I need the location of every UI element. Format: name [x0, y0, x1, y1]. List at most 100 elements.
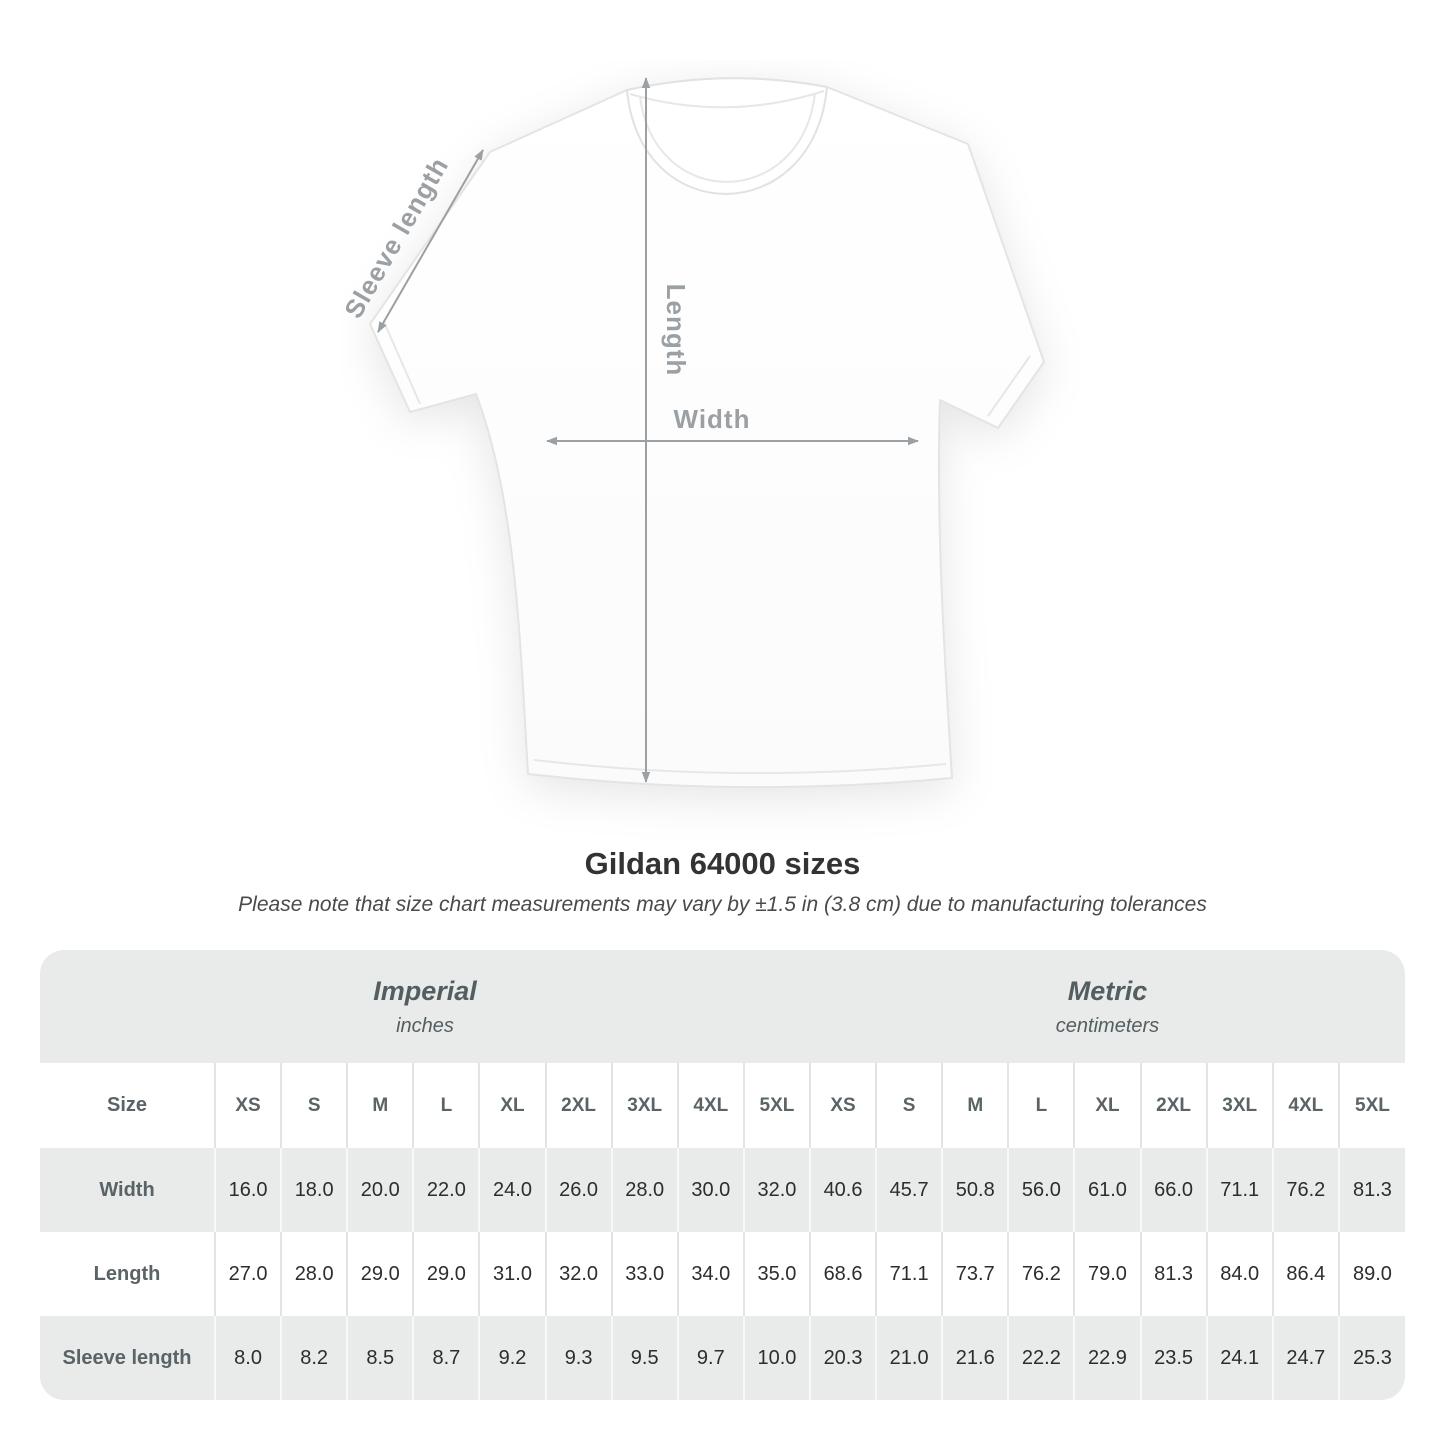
- value-cell: 29.0: [346, 1232, 414, 1316]
- tshirt-collar-inner: [639, 92, 816, 183]
- value-cell: 68.6: [808, 1232, 877, 1316]
- size-table: Imperial inches Metric centimeters Size …: [40, 950, 1405, 1400]
- length-row: Length 27.0 28.0 29.0 29.0 31.0 32.0 33.…: [40, 1232, 1405, 1316]
- tshirt-diagram: Sleeve length Length Width: [340, 77, 1045, 789]
- value-cell: 16.0: [213, 1148, 282, 1232]
- size-col-header: XS: [213, 1063, 282, 1148]
- value-cell: 30.0: [676, 1148, 744, 1232]
- value-cell: 79.0: [1073, 1232, 1141, 1316]
- value-cell: 8.0: [213, 1316, 282, 1400]
- row-label: Width: [40, 1148, 215, 1232]
- tshirt-right-cuff-seam: [987, 355, 1031, 417]
- value-cell: 81.3: [1337, 1148, 1405, 1232]
- value-cell: 25.3: [1337, 1316, 1405, 1400]
- value-cell: 76.2: [1271, 1148, 1339, 1232]
- size-col-header: M: [346, 1063, 414, 1148]
- value-cell: 33.0: [610, 1232, 678, 1316]
- value-cell: 66.0: [1139, 1148, 1207, 1232]
- size-col-header: 2XL: [544, 1063, 612, 1148]
- value-cell: 28.0: [280, 1232, 348, 1316]
- size-col-header: 5XL: [1337, 1063, 1405, 1148]
- size-col-header: L: [1007, 1063, 1075, 1148]
- size-col-header: M: [941, 1063, 1009, 1148]
- size-col-header: 3XL: [1205, 1063, 1273, 1148]
- page-title: Gildan 64000 sizes: [584, 846, 861, 881]
- value-cell: 21.0: [875, 1316, 943, 1400]
- value-cell: 9.7: [676, 1316, 744, 1400]
- size-col-header: 3XL: [610, 1063, 678, 1148]
- value-cell: 89.0: [1337, 1232, 1405, 1316]
- value-cell: 50.8: [941, 1148, 1009, 1232]
- size-col-header: L: [412, 1063, 480, 1148]
- sleeve-length-row: Sleeve length 8.0 8.2 8.5 8.7 9.2 9.3 9.…: [40, 1316, 1405, 1400]
- value-cell: 8.5: [346, 1316, 414, 1400]
- value-cell: 22.0: [412, 1148, 480, 1232]
- size-col-header: S: [875, 1063, 943, 1148]
- value-cell: 76.2: [1007, 1232, 1075, 1316]
- tshirt-graphic: [369, 77, 1045, 789]
- size-col-header: S: [280, 1063, 348, 1148]
- value-cell: 61.0: [1073, 1148, 1141, 1232]
- value-cell: 24.7: [1271, 1316, 1339, 1400]
- value-cell: 45.7: [875, 1148, 943, 1232]
- row-label: Sleeve length: [40, 1316, 215, 1400]
- sleeve-length-arrow: [377, 149, 484, 333]
- value-cell: 73.7: [941, 1232, 1009, 1316]
- value-cell: 29.0: [412, 1232, 480, 1316]
- value-cell: 9.5: [610, 1316, 678, 1400]
- value-cell: 28.0: [610, 1148, 678, 1232]
- value-cell: 10.0: [742, 1316, 810, 1400]
- value-cell: 32.0: [544, 1232, 612, 1316]
- value-cell: 20.3: [808, 1316, 877, 1400]
- value-cell: 40.6: [808, 1148, 877, 1232]
- imperial-group-header: Imperial inches: [40, 950, 810, 1063]
- size-col-header: 2XL: [1139, 1063, 1207, 1148]
- value-cell: 71.1: [875, 1232, 943, 1316]
- value-cell: 31.0: [478, 1232, 546, 1316]
- value-cell: 71.1: [1205, 1148, 1273, 1232]
- tolerance-note: Please note that size chart measurements…: [238, 893, 1207, 916]
- imperial-group-unit: inches: [396, 1014, 454, 1037]
- metric-group-header: Metric centimeters: [809, 950, 1405, 1063]
- value-cell: 34.0: [676, 1232, 744, 1316]
- value-cell: 8.7: [412, 1316, 480, 1400]
- value-cell: 24.0: [478, 1148, 546, 1232]
- tshirt-hem-seam: [533, 759, 947, 775]
- size-col-header: 4XL: [1271, 1063, 1339, 1148]
- value-cell: 26.0: [544, 1148, 612, 1232]
- value-cell: 8.2: [280, 1316, 348, 1400]
- value-cell: 18.0: [280, 1148, 348, 1232]
- size-header-row: Size XS S M L XL 2XL 3XL 4XL 5XL XS S M …: [40, 1063, 1405, 1148]
- value-cell: 86.4: [1271, 1232, 1339, 1316]
- value-cell: 35.0: [742, 1232, 810, 1316]
- value-cell: 84.0: [1205, 1232, 1273, 1316]
- value-cell: 20.0: [346, 1148, 414, 1232]
- size-col-header: 5XL: [742, 1063, 810, 1148]
- value-cell: 9.3: [544, 1316, 612, 1400]
- row-label: Length: [40, 1232, 215, 1316]
- unit-group-header-row: Imperial inches Metric centimeters: [40, 950, 1405, 1063]
- metric-group-unit: centimeters: [1055, 1014, 1160, 1037]
- value-cell: 22.9: [1073, 1316, 1141, 1400]
- value-cell: 21.6: [941, 1316, 1009, 1400]
- value-cell: 22.2: [1007, 1316, 1075, 1400]
- value-cell: 56.0: [1007, 1148, 1075, 1232]
- size-col-header: XL: [1073, 1063, 1141, 1148]
- tshirt-collar-back-seam: [629, 90, 825, 109]
- length-label: Length: [661, 284, 691, 377]
- size-col-header: 4XL: [676, 1063, 744, 1148]
- size-table-grid: Imperial inches Metric centimeters Size …: [40, 950, 1405, 1400]
- value-cell: 24.1: [1205, 1316, 1273, 1400]
- tshirt-left-cuff-seam: [383, 321, 421, 405]
- imperial-group-label: Imperial: [373, 975, 477, 1006]
- value-cell: 27.0: [213, 1232, 282, 1316]
- value-cell: 9.2: [478, 1316, 546, 1400]
- value-cell: 32.0: [742, 1148, 810, 1232]
- metric-group-label: Metric: [1067, 975, 1148, 1006]
- width-label: Width: [674, 404, 751, 434]
- width-row: Width 16.0 18.0 20.0 22.0 24.0 26.0 28.0…: [40, 1148, 1405, 1232]
- size-header-label: Size: [40, 1063, 215, 1148]
- size-col-header: XL: [478, 1063, 546, 1148]
- size-col-header: XS: [808, 1063, 877, 1148]
